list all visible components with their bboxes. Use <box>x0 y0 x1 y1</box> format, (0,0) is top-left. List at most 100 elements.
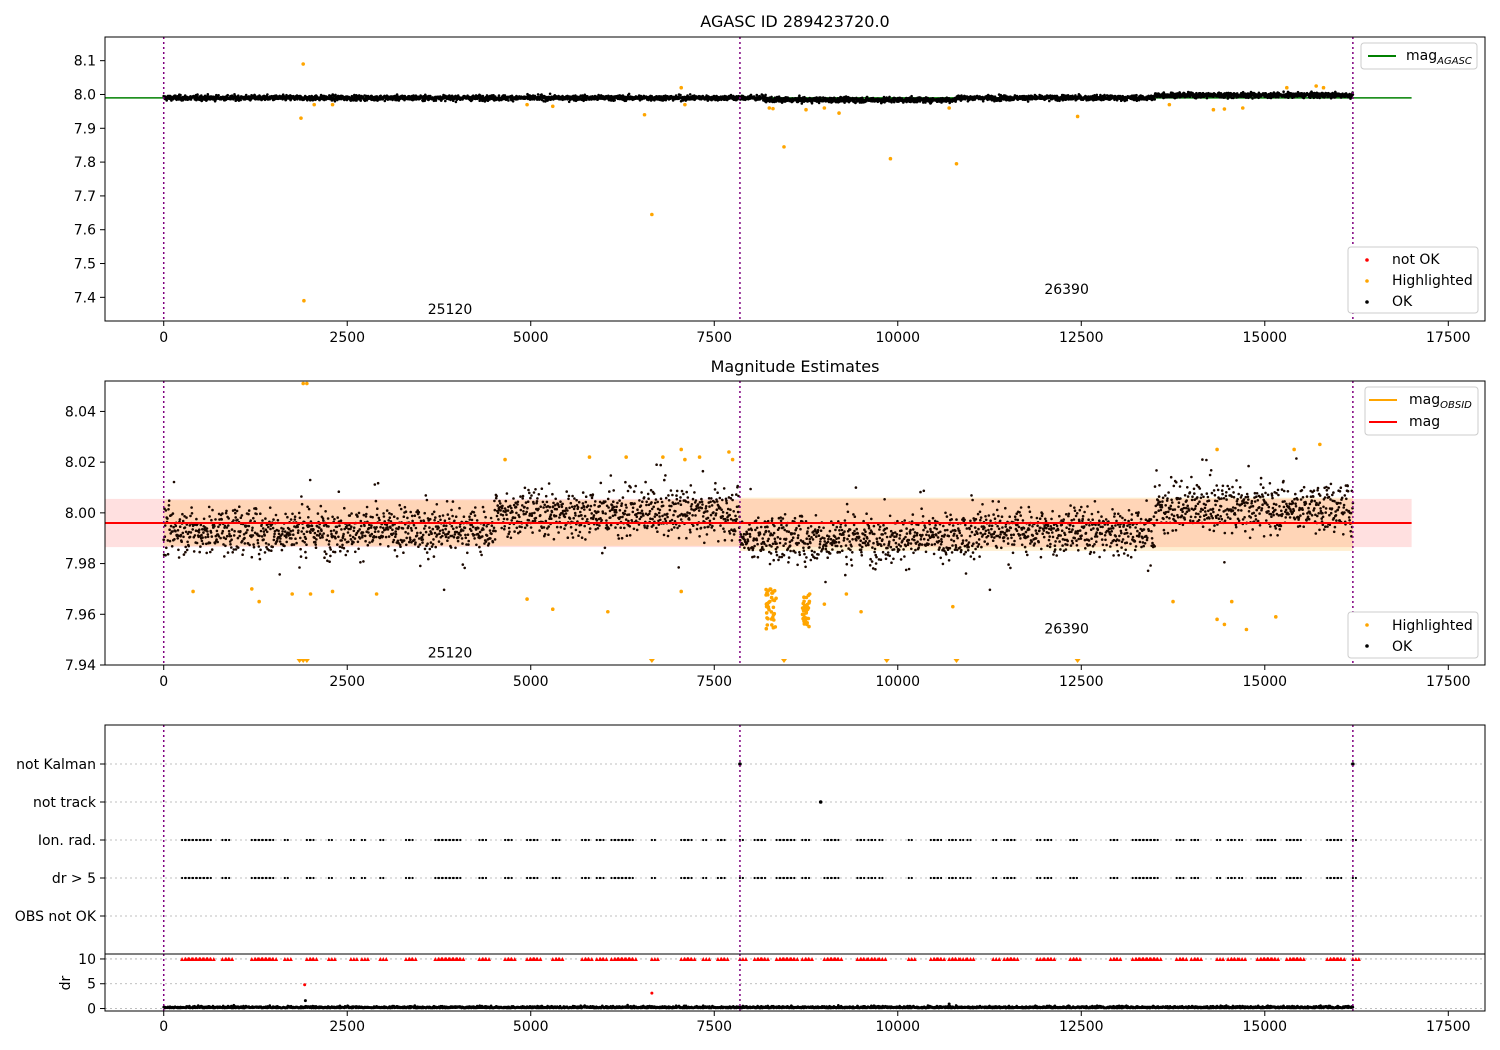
ok-point <box>461 529 465 532</box>
ok-point <box>326 517 330 520</box>
ok-point <box>1125 98 1129 102</box>
ok-point <box>202 531 205 534</box>
highlighted-point <box>947 106 951 110</box>
y-tick-label: 8.0 <box>74 87 96 103</box>
ok-point <box>340 539 344 542</box>
ok-point <box>339 519 343 522</box>
ok-point <box>472 511 476 514</box>
ok-point <box>271 545 275 549</box>
ok-point <box>431 527 435 531</box>
ok-point <box>367 526 371 530</box>
highlighted-point <box>299 116 303 120</box>
ok-point <box>419 531 422 535</box>
ok-point <box>348 534 352 537</box>
ok-point <box>456 539 460 543</box>
ok-point <box>174 529 177 533</box>
ok-point <box>433 531 437 535</box>
highlighted-point <box>1222 107 1227 111</box>
ok-point <box>181 512 184 516</box>
ok-point <box>267 525 270 529</box>
ok-point <box>239 98 242 102</box>
ok-point <box>241 553 244 556</box>
ok-point <box>363 534 367 538</box>
ok-point <box>421 541 424 544</box>
ok-point <box>335 525 339 529</box>
ok-point <box>251 526 254 530</box>
ok-point <box>316 529 320 533</box>
ok-point <box>230 528 234 531</box>
ok-point <box>292 533 295 536</box>
ok-point <box>329 529 333 533</box>
ok-point <box>427 533 431 536</box>
ok-point <box>418 516 421 519</box>
y-tick-label: 7.9 <box>74 121 96 137</box>
ok-point <box>180 540 183 543</box>
ok-point <box>429 541 433 544</box>
ok-point <box>367 531 370 534</box>
ok-point <box>338 545 342 549</box>
ok-point <box>323 556 326 559</box>
ok-point <box>350 525 353 528</box>
ok-point <box>688 93 692 96</box>
ok-point <box>297 511 301 515</box>
ok-point <box>419 564 422 568</box>
legend-agasc-bottom: not OK Highlighted OK <box>1347 246 1479 314</box>
ok-point <box>413 538 416 542</box>
panel-magnitude-estimates: Magnitude Estimates 0 2500 5000 7500 10000 12… <box>65 357 1486 690</box>
ok-point <box>167 504 171 507</box>
ok-point <box>189 531 193 534</box>
ok-point <box>387 545 390 548</box>
ok-point <box>343 538 347 541</box>
ok-point <box>365 505 369 509</box>
ok-point <box>271 526 275 530</box>
ok-point <box>296 531 300 535</box>
ok-point <box>472 533 476 537</box>
y-tick-label: 7.8 <box>74 155 96 171</box>
highlighted-point <box>642 112 647 117</box>
ok-point <box>329 548 333 551</box>
ok-point <box>454 546 457 550</box>
ok-point <box>438 529 442 533</box>
ok-point <box>279 537 282 540</box>
ok-point <box>459 534 462 537</box>
highlighted-point <box>330 102 335 107</box>
ok-point <box>343 506 346 510</box>
ok-point <box>322 519 325 522</box>
ok-point <box>468 518 472 521</box>
ok-point <box>258 534 261 538</box>
ok-point <box>449 546 453 549</box>
ok-point <box>424 494 428 497</box>
ok-point <box>262 530 266 533</box>
ok-point <box>457 536 460 539</box>
ok-point <box>188 535 192 539</box>
ok-point <box>232 534 236 537</box>
ok-point <box>798 94 801 97</box>
ok-point <box>300 530 304 533</box>
ok-point <box>405 536 409 540</box>
ok-point <box>314 543 318 546</box>
ok-point <box>314 546 318 549</box>
ok-point <box>201 536 204 539</box>
ok-point <box>370 532 374 536</box>
ok-point <box>298 516 302 520</box>
ok-point <box>352 540 355 544</box>
ok-point <box>205 551 208 555</box>
ok-point <box>981 99 985 103</box>
ok-point <box>246 528 249 532</box>
ok-point <box>359 99 363 102</box>
ok-point <box>181 531 185 535</box>
ok-point <box>362 513 366 517</box>
ok-point <box>464 533 467 537</box>
ok-point <box>285 536 288 539</box>
ok-point <box>466 533 470 536</box>
ok-point <box>354 550 357 554</box>
ok-point <box>325 538 329 542</box>
panel-agasc: AGASC ID 289423720.0 0 2500 5000 7500 10000 1… <box>74 12 1486 346</box>
ok-point <box>444 527 447 531</box>
highlighted-point <box>650 212 654 217</box>
panel-magnitude-title: Magnitude Estimates <box>711 357 880 376</box>
ok-point <box>394 530 398 533</box>
ok-point <box>431 512 434 516</box>
ok-point <box>252 516 255 520</box>
ok-point <box>220 518 223 521</box>
